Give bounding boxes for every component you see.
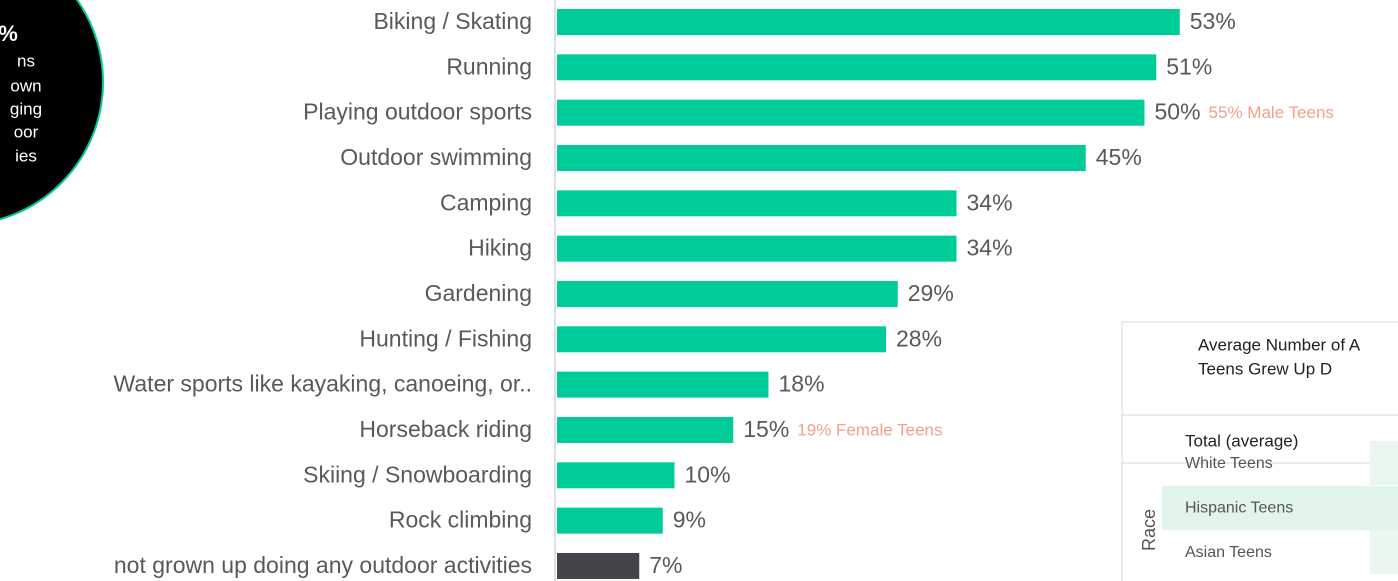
category-label: Playing outdoor sports (303, 99, 532, 125)
category-label: Horseback riding (359, 416, 532, 442)
table-box (1121, 321, 1398, 581)
value-label: 45% (1096, 144, 1142, 170)
bar (557, 416, 734, 443)
bar (557, 507, 663, 534)
value-label: 15% (743, 416, 789, 442)
category-label: Gardening (425, 280, 532, 306)
bar (557, 552, 640, 579)
category-label: Rock climbing (389, 507, 532, 533)
category-label: Hunting / Fishing (359, 325, 532, 351)
callout-text: ging (10, 99, 42, 118)
value-label: 28% (896, 325, 942, 351)
category-label: Skiing / Snowboarding (303, 461, 532, 487)
callout-text: own (10, 76, 41, 95)
category-label: not grown up doing any outdoor activitie… (114, 552, 532, 578)
bar (557, 326, 886, 353)
table-title: Average Number of A (1198, 335, 1361, 354)
table-header: Total (average) (1185, 431, 1298, 450)
bar (557, 9, 1180, 35)
callout-text: % (0, 21, 18, 46)
bar (557, 280, 898, 307)
value-label: 7% (649, 552, 682, 578)
category-label: Outdoor swimming (340, 144, 532, 170)
callout-text: oor (14, 122, 39, 141)
value-label: 34% (967, 235, 1013, 261)
value-label: 53% (1190, 8, 1236, 34)
bar (557, 462, 675, 489)
callout-text: ies (15, 146, 37, 165)
bar (557, 235, 957, 262)
annotation: 55% Male Teens (1209, 103, 1334, 122)
value-label: 51% (1166, 53, 1212, 79)
table-row-shade (1162, 486, 1398, 530)
bar (557, 99, 1145, 126)
table-title: Teens Grew Up D (1198, 359, 1332, 378)
value-label: 34% (967, 189, 1013, 215)
annotation: 19% Female Teens (797, 420, 942, 439)
bar (557, 190, 957, 217)
table-row-label: Asian Teens (1185, 544, 1272, 561)
bar (557, 144, 1086, 171)
value-label: 29% (908, 280, 954, 306)
value-label: 50% (1155, 99, 1201, 125)
value-label: 9% (673, 507, 706, 533)
table-cell-shade (1370, 441, 1398, 485)
table-row-label: Hispanic Teens (1185, 500, 1293, 517)
category-label: Hiking (468, 235, 532, 261)
category-label: Water sports like kayaking, canoeing, or… (114, 371, 532, 397)
category-label: Running (446, 53, 532, 79)
table-cell-shade (1370, 530, 1398, 574)
category-label: Camping (440, 189, 532, 215)
table-row-label: White Teens (1185, 455, 1273, 472)
callout-text: ns (17, 51, 35, 70)
value-label: 18% (779, 371, 825, 397)
table-group: Race (1139, 509, 1159, 551)
bar (557, 54, 1157, 81)
value-label: 10% (685, 461, 731, 487)
category-label: Biking / Skating (373, 8, 532, 34)
callout-circle (0, 0, 104, 221)
bar (557, 371, 769, 398)
